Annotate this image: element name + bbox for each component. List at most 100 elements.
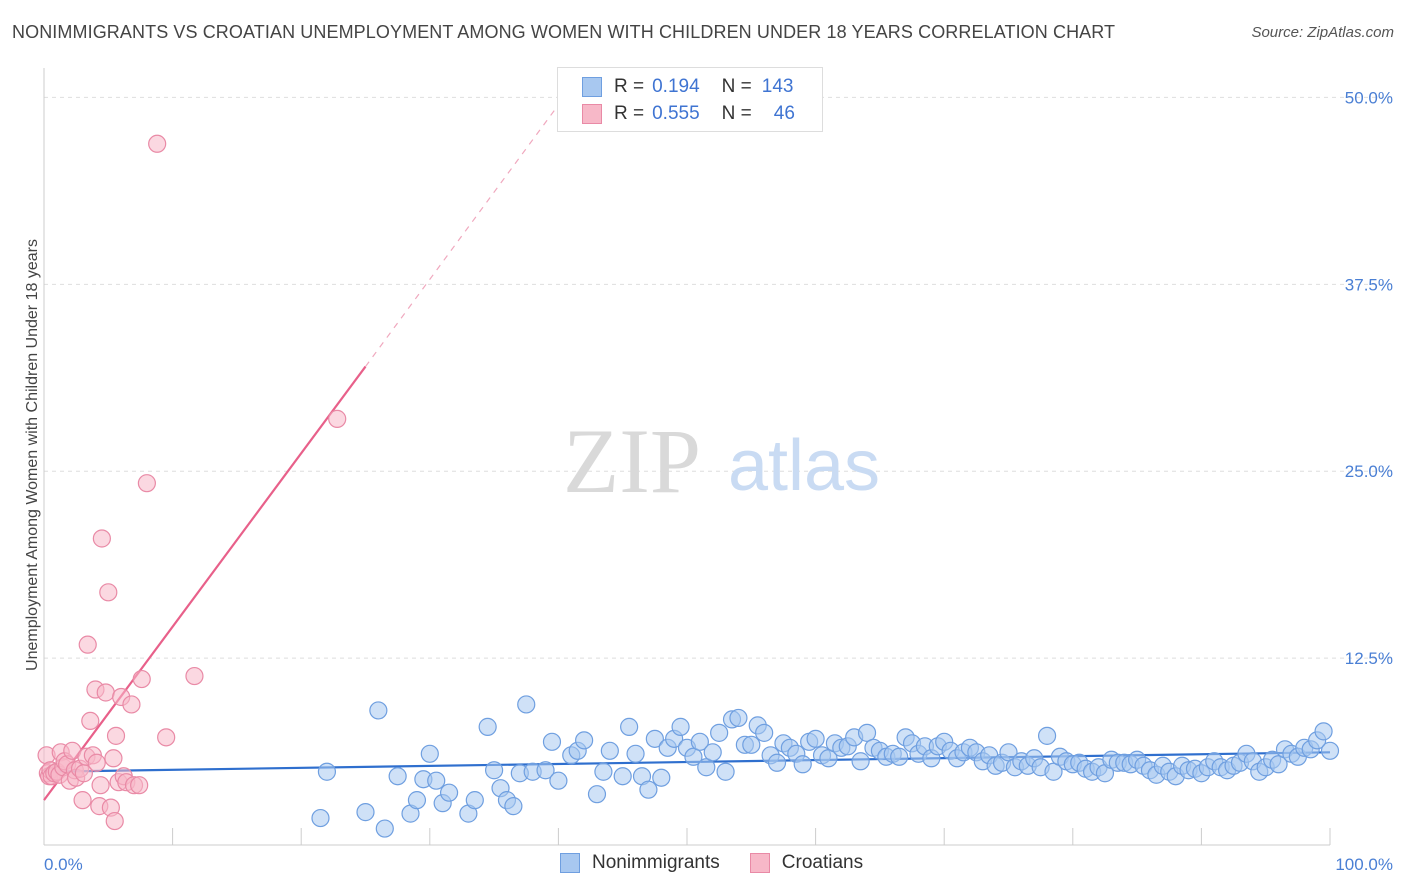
point-nonimmigrants-64 (819, 749, 838, 768)
point-croatians-20 (78, 635, 97, 654)
point-nonimmigrants-21 (517, 695, 536, 714)
point-croatians-24 (87, 753, 106, 772)
point-croatians-31 (104, 749, 123, 768)
point-croatians-33 (106, 726, 126, 745)
point-nonimmigrants-134 (1269, 755, 1288, 774)
point-nonimmigrants-69 (851, 752, 870, 771)
trend-line-extension-croatians (365, 104, 559, 367)
point-croatians-44 (157, 728, 176, 747)
legend-swatch-nonimmigrants (582, 77, 602, 97)
y-tick-label-3: 50.0% (1345, 88, 1393, 107)
point-nonimmigrants-47 (710, 723, 729, 742)
source-credit: Source: ZipAtlas.com (1251, 24, 1394, 41)
point-croatians-21 (81, 711, 100, 731)
point-nonimmigrants-60 (793, 755, 812, 774)
x-tick-label-0: 0.0% (44, 855, 83, 874)
point-nonimmigrants-142 (1320, 741, 1340, 760)
y-tick-label-2: 37.5% (1345, 275, 1393, 294)
point-nonimmigrants-62 (806, 729, 825, 748)
point-croatians-27 (92, 529, 111, 548)
point-nonimmigrants-36 (639, 780, 658, 799)
point-croatians-28 (96, 683, 115, 702)
point-nonimmigrants-31 (600, 741, 619, 760)
legend-swatch-croatians (582, 104, 602, 124)
point-nonimmigrants-10 (427, 771, 446, 790)
point-nonimmigrants-29 (587, 785, 607, 804)
y-tick-label-1: 25.0% (1345, 462, 1393, 481)
series-swatch-nonimmigrants (560, 853, 580, 873)
point-nonimmigrants-37 (645, 729, 664, 748)
point-nonimmigrants-34 (626, 744, 645, 763)
stats-legend: R = 0.194 N = 143 R = 0.555 N = 46 (557, 67, 823, 132)
point-nonimmigrants-32 (613, 767, 632, 786)
legend-row-croatians: R = 0.555 N = 46 (582, 102, 795, 126)
point-nonimmigrants-52 (742, 735, 761, 754)
x-tick-labels: 0.0% 100.0% (44, 855, 1393, 874)
x-tick-label-1: 100.0% (1335, 855, 1393, 874)
series-legend: Nonimmigrants Croatians (560, 852, 893, 874)
legend-r-label: R = (614, 76, 645, 97)
y-axis-label: Unemployment Among Women with Children U… (24, 239, 41, 671)
point-nonimmigrants-1 (317, 762, 337, 781)
point-croatians-42 (137, 474, 156, 493)
legend-n-label: N = (721, 103, 752, 124)
point-nonimmigrants-92 (999, 743, 1018, 762)
point-croatians-26 (91, 776, 110, 795)
point-nonimmigrants-16 (485, 761, 504, 780)
axes (43, 68, 1331, 846)
legend-row-nonimmigrants: R = 0.194 N = 143 (582, 75, 793, 99)
series-label-croatians: Croatians (781, 852, 864, 873)
point-nonimmigrants-43 (684, 747, 703, 766)
point-nonimmigrants-98 (1037, 726, 1057, 745)
legend-n-value: 46 (773, 103, 795, 124)
point-nonimmigrants-23 (536, 761, 555, 780)
point-nonimmigrants-30 (594, 762, 613, 781)
point-nonimmigrants-3 (369, 701, 388, 720)
point-nonimmigrants-19 (504, 797, 523, 816)
series-label-nonimmigrants: Nonimmigrants (592, 852, 720, 873)
point-nonimmigrants-46 (703, 743, 722, 762)
point-nonimmigrants-0 (311, 808, 330, 828)
gridlines (44, 96, 1395, 659)
data-points (37, 134, 1340, 838)
point-nonimmigrants-70 (857, 723, 877, 742)
point-nonimmigrants-5 (388, 767, 407, 786)
legend-r-value: 0.194 (652, 76, 700, 97)
point-nonimmigrants-7 (407, 791, 427, 810)
trend-line-croatians (43, 365, 367, 801)
watermark: ZIP atlas (563, 410, 880, 512)
chart-title: NONIMMIGRANTS VS CROATIAN UNEMPLOYMENT A… (12, 22, 1116, 42)
point-nonimmigrants-2 (356, 803, 375, 822)
point-nonimmigrants-75 (890, 747, 909, 766)
watermark-atlas: atlas (728, 426, 880, 506)
point-nonimmigrants-28 (575, 731, 594, 750)
point-nonimmigrants-48 (716, 762, 735, 781)
point-nonimmigrants-141 (1314, 722, 1333, 741)
point-nonimmigrants-41 (671, 717, 690, 736)
point-croatians-45 (185, 666, 204, 686)
point-nonimmigrants-44 (690, 732, 709, 751)
point-croatians-43 (148, 134, 167, 153)
point-croatians-32 (105, 811, 124, 831)
point-nonimmigrants-25 (549, 771, 568, 790)
series-swatch-croatians (749, 853, 770, 873)
point-nonimmigrants-54 (755, 723, 774, 742)
point-nonimmigrants-33 (620, 717, 639, 736)
point-nonimmigrants-45 (697, 758, 716, 777)
series-legend-croatians[interactable]: Croatians (749, 852, 864, 874)
watermark-zip: ZIP (563, 410, 701, 512)
point-croatians-40 (130, 776, 149, 795)
y-tick-label-0: 12.5% (1345, 649, 1393, 668)
point-nonimmigrants-56 (767, 753, 787, 772)
point-croatians-41 (132, 669, 151, 689)
y-tick-labels: 12.5% 25.0% 37.5% 50.0% (1345, 88, 1393, 668)
point-nonimmigrants-24 (542, 732, 562, 751)
point-nonimmigrants-12 (439, 783, 459, 802)
point-nonimmigrants-99 (1044, 762, 1063, 781)
point-croatians-29 (99, 583, 118, 602)
legend-n-label: N = (721, 76, 752, 97)
point-nonimmigrants-38 (652, 768, 671, 787)
series-legend-nonimmigrants[interactable]: Nonimmigrants (560, 852, 720, 874)
legend-r-label: R = (614, 103, 645, 124)
